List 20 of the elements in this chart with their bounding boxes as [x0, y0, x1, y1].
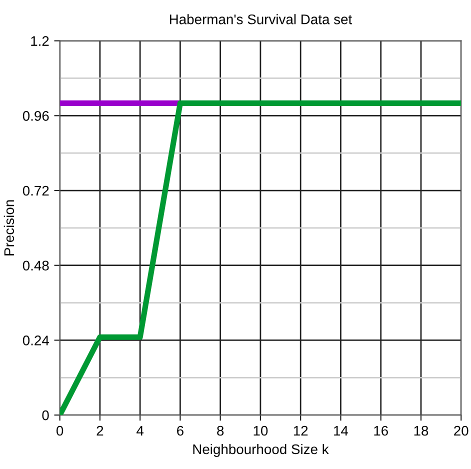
y-tick-label: 1.2: [31, 36, 49, 46]
chart-title: Haberman's Survival Data set: [170, 14, 352, 24]
y-tick-label: 0.72: [22, 186, 49, 196]
x-tick-label: 20: [454, 426, 468, 436]
x-tick-label: 12: [294, 426, 308, 436]
y-tick-label: 0.48: [22, 260, 49, 271]
x-tick-label: 16: [374, 426, 388, 436]
x-tick-label: 0: [56, 426, 64, 436]
x-tick-label: 8: [217, 426, 224, 436]
y-axis-title: Precision: [4, 200, 14, 256]
x-tick-label: 10: [254, 426, 268, 436]
y-tick-label: 0: [42, 410, 49, 420]
x-tick-label: 14: [334, 426, 348, 436]
x-axis-title: Neighbourhood Size k: [193, 444, 329, 457]
y-tick-label: 0.96: [22, 110, 49, 121]
x-tick-label: 18: [414, 426, 428, 436]
x-tick-label: 6: [177, 426, 184, 436]
x-tick-label: 4: [136, 426, 144, 436]
y-tick-label: 0.24: [22, 336, 49, 346]
x-tick-label: 2: [96, 426, 104, 436]
